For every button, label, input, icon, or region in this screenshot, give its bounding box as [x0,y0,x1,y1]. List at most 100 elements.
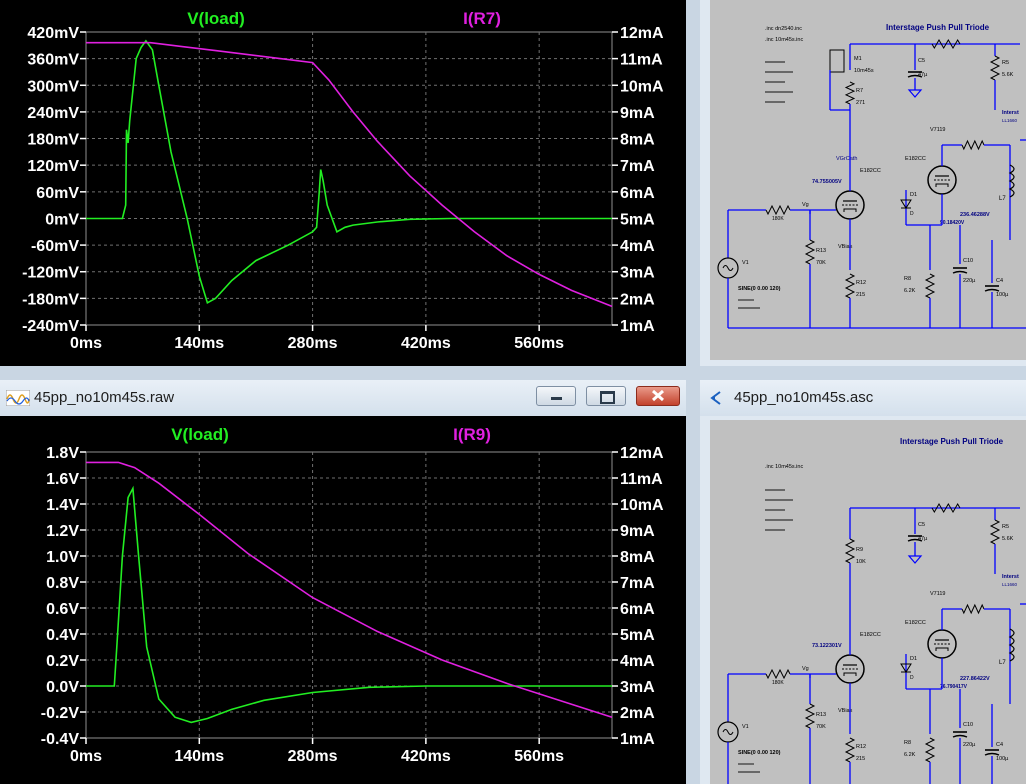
waveform-plot-bottom[interactable]: 1.8V 1.6V 1.4V 1.2V 1.0V 0.8V 0.6V 0.4V 0.2V 0.0V… [0,416,686,784]
trace-label-vload[interactable]: V(load) [187,9,245,28]
plot-grid [80,31,618,331]
trace-label-vload[interactable]: V(load) [171,425,229,444]
y2-tick-label: 6mA [620,185,655,202]
trace-label-ir9[interactable]: I(R9) [453,425,491,444]
schematic-label: R13 [816,248,826,254]
resistor-r11[interactable] [765,668,791,680]
y2-tick-label: 3mA [620,265,655,282]
y-tick-label: 0mV [45,211,79,228]
schematic-label: C5 [918,58,925,64]
schematic-label: C10 [963,722,973,728]
close-icon [651,389,665,402]
y-tick-label: 0.8V [46,575,79,592]
schematic-label: L7 [999,660,1006,666]
y2-tick-label: 12mA [620,445,664,462]
window-titlebar[interactable]: 45pp_no10m45s.asc [700,380,1026,416]
schematic-title: Interstage Push Pull Triode [900,437,1004,446]
trace-ir9[interactable] [86,461,613,718]
node-voltage: 74.755005V [812,179,842,185]
schematic-label: 215 [856,756,865,762]
schematic-label: Vg [802,202,809,208]
schematic-label: V1 [742,260,749,266]
schematic-title: Interstage Push Pull Triode [886,23,990,32]
minimize-button[interactable] [536,386,576,406]
window-titlebar[interactable]: 45pp_no10m45s.raw [0,380,686,416]
y2-tick-label: 1mA [620,318,655,335]
resistor-r11[interactable] [765,204,791,216]
schematic-label: Vg [802,666,809,672]
resistor-v7119[interactable] [961,139,985,151]
plot-traces [86,39,613,308]
schematic-label: V1 [742,724,749,730]
inductor-l7[interactable] [1008,164,1015,198]
y-tick-label: 420mV [27,25,79,42]
schematic-label: 215 [856,292,865,298]
schematic-label: 220µ [963,742,976,748]
minimize-icon [551,397,562,400]
diode-d1[interactable] [900,199,912,209]
diode-d1[interactable] [900,663,912,673]
schematic-canvas-top[interactable]: Interstage Push Pull Triode .inc dn2540.i… [710,0,1026,360]
window-gap [0,366,700,380]
resistor-top[interactable] [931,503,961,513]
spice-directive: .inc 10m45s.inc [765,464,803,470]
resistor-r5[interactable] [989,519,1001,545]
resistor-v7119[interactable] [961,603,985,615]
y-tick-label: -240mV [22,318,79,335]
x-tick-label: 140ms [174,748,224,765]
y-tick-label: 0.2V [46,653,79,670]
mosfet-m1[interactable] [829,49,845,73]
capacitor-c10-plate [952,270,968,274]
schematic-icon [710,391,721,405]
x-tick-label: 280ms [288,335,338,352]
window-splitter[interactable] [686,0,700,784]
trace-ir7[interactable] [86,41,613,308]
resistor-r13[interactable] [804,239,816,265]
trace-vload[interactable] [86,485,612,724]
net-label: LL1660 [1002,582,1018,587]
resistor-r13[interactable] [804,703,816,729]
schematic-label: R12 [856,744,866,750]
y2-tick-label: 8mA [620,549,655,566]
schematic-label: 47µ [918,536,928,542]
maximize-icon [600,391,615,404]
schematic-label: 220µ [963,278,976,284]
y-tick-label: 1.0V [46,549,79,566]
resistor-r12[interactable] [844,737,856,763]
window-title: 45pp_no10m45s.asc [734,389,874,406]
resistor-r5[interactable] [989,55,1001,81]
schematic-window-bottom: 45pp_no10m45s.asc Interstage Push Pull T… [700,380,1026,784]
waveform-plot-top[interactable]: 420mV 360mV 300mV 240mV 180mV 120mV 60mV 0mV -60… [0,0,686,366]
plot-frame [85,451,613,739]
y2-tick-label: 10mA [620,497,664,514]
y2-tick-label: 6mA [620,601,655,618]
left-axis-labels: 1.8V 1.6V 1.4V 1.2V 1.0V 0.8V 0.6V 0.4V 0.2V 0.0V… [41,445,80,748]
right-axis-labels: 12mA 11mA 10mA 9mA 8mA 7mA 6mA 5mA 4mA 3mA 2mA 1mA [620,445,664,748]
resistor-r8[interactable] [924,737,936,763]
schematic-label: E182CC [860,168,881,174]
resistor-r7[interactable] [844,81,856,105]
trace-label-ir7[interactable]: I(R7) [463,9,501,28]
resistor-r12[interactable] [844,273,856,299]
y-tick-label: 0.0V [46,679,79,696]
schematic-label: V7119 [930,591,946,597]
y2-tick-label: 4mA [620,238,655,255]
resistor-top[interactable] [931,39,961,49]
schematic-canvas-bottom[interactable]: Interstage Push Pull Triode .inc 10m45s.i… [710,420,1026,784]
schematic-label: 47µ [918,72,928,78]
schematic-label: R9 [856,547,863,553]
inductor-l7[interactable] [1008,628,1015,662]
resistor-r8[interactable] [924,273,936,299]
schematic-label: 180K [772,216,784,222]
close-button[interactable] [636,386,680,406]
y-tick-label: 360mV [27,52,79,69]
y2-tick-label: 8mA [620,132,655,149]
trace-vload[interactable] [86,39,612,304]
node-voltage: 73.122301V [812,643,842,649]
schematic-label: 271 [856,100,865,106]
y-tick-label: 1.2V [46,523,79,540]
y2-tick-label: 9mA [620,523,655,540]
y2-tick-label: 5mA [620,627,655,644]
resistor-r9[interactable] [844,538,856,564]
maximize-button[interactable] [586,386,626,406]
